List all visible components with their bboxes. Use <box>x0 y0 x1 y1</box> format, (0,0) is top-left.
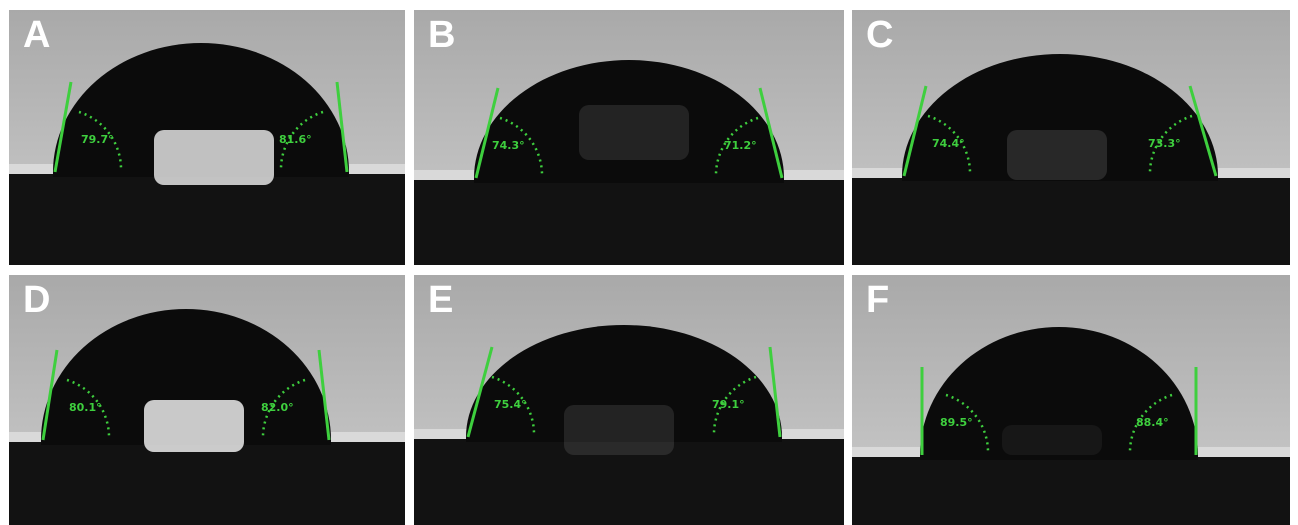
right-tangent-line <box>758 87 784 179</box>
droplet-image <box>852 275 1290 525</box>
droplet-inclusion <box>144 400 244 452</box>
droplet-image <box>414 275 844 525</box>
left-angle-arc <box>491 375 536 434</box>
droplet-inclusion <box>1002 425 1102 455</box>
panel-label: D <box>23 279 51 321</box>
right-angle-arc <box>1128 393 1173 452</box>
left-contact-angle: 74.4° <box>932 137 965 150</box>
right-contact-angle: 79.1° <box>712 398 745 411</box>
left-angle-arc <box>78 110 123 169</box>
droplet <box>474 60 784 178</box>
panel-label: A <box>23 14 51 56</box>
left-tangent-line <box>41 349 59 441</box>
substrate <box>414 439 844 525</box>
substrate <box>852 178 1290 265</box>
left-contact-angle: 89.5° <box>940 416 973 429</box>
substrate <box>9 174 405 265</box>
droplet-inclusion <box>579 105 689 160</box>
panel-c: C 74.4° 73.3° <box>852 10 1290 265</box>
droplet <box>920 327 1198 455</box>
right-contact-angle: 81.6° <box>279 133 312 146</box>
right-contact-angle: 88.4° <box>1136 416 1169 429</box>
right-contact-angle: 71.2° <box>724 139 757 152</box>
right-angle-arc <box>261 378 306 437</box>
left-tangent-line <box>474 87 500 179</box>
left-contact-angle: 74.3° <box>492 139 525 152</box>
panel-label: E <box>428 279 454 321</box>
substrate <box>9 442 405 525</box>
droplet-image <box>852 10 1290 265</box>
panel-label: C <box>866 14 894 56</box>
left-contact-angle: 80.1° <box>69 401 102 414</box>
droplet <box>41 309 331 440</box>
left-angle-arc <box>927 114 972 173</box>
right-tangent-line <box>768 346 782 438</box>
panel-label: B <box>428 14 456 56</box>
substrate <box>414 180 844 265</box>
left-angle-arc <box>945 393 990 452</box>
left-angle-arc <box>66 378 111 437</box>
left-tangent-line <box>902 85 928 177</box>
left-tangent-line <box>53 81 73 173</box>
right-angle-arc <box>1148 114 1193 173</box>
droplet-image <box>9 275 405 525</box>
panel-e: E 75.4° 79.1° <box>414 275 844 525</box>
droplet <box>902 54 1218 176</box>
right-angle-arc <box>279 110 324 169</box>
left-contact-angle: 75.4° <box>494 398 527 411</box>
panel-a: A 79.7° 81.6° <box>9 10 405 265</box>
right-tangent-line <box>317 349 331 441</box>
droplet-base <box>920 454 1198 460</box>
right-tangent-line <box>1188 85 1218 177</box>
droplet-base <box>466 436 782 442</box>
right-tangent-line <box>335 81 349 173</box>
left-tangent-line <box>466 346 494 438</box>
droplet-image <box>9 10 405 265</box>
droplet <box>53 43 349 172</box>
left-contact-angle: 79.7° <box>81 133 114 146</box>
panel-d: D 80.1° 82.0° <box>9 275 405 525</box>
right-angle-arc <box>714 116 759 175</box>
droplet-image <box>414 10 844 265</box>
droplet <box>466 325 782 437</box>
right-angle-arc <box>712 375 757 434</box>
left-angle-arc <box>499 116 544 175</box>
droplet-base <box>474 177 784 183</box>
panel-b: B 74.3° 71.2° <box>414 10 844 265</box>
right-contact-angle: 73.3° <box>1148 137 1181 150</box>
droplet-inclusion <box>564 405 674 455</box>
right-contact-angle: 82.0° <box>261 401 294 414</box>
panel-label: F <box>866 279 890 321</box>
droplet-inclusion <box>1007 130 1107 180</box>
panel-f: F 89.5° 88.4° <box>852 275 1290 525</box>
substrate <box>852 457 1290 525</box>
droplet-inclusion <box>154 130 274 185</box>
droplet-base <box>902 175 1218 181</box>
